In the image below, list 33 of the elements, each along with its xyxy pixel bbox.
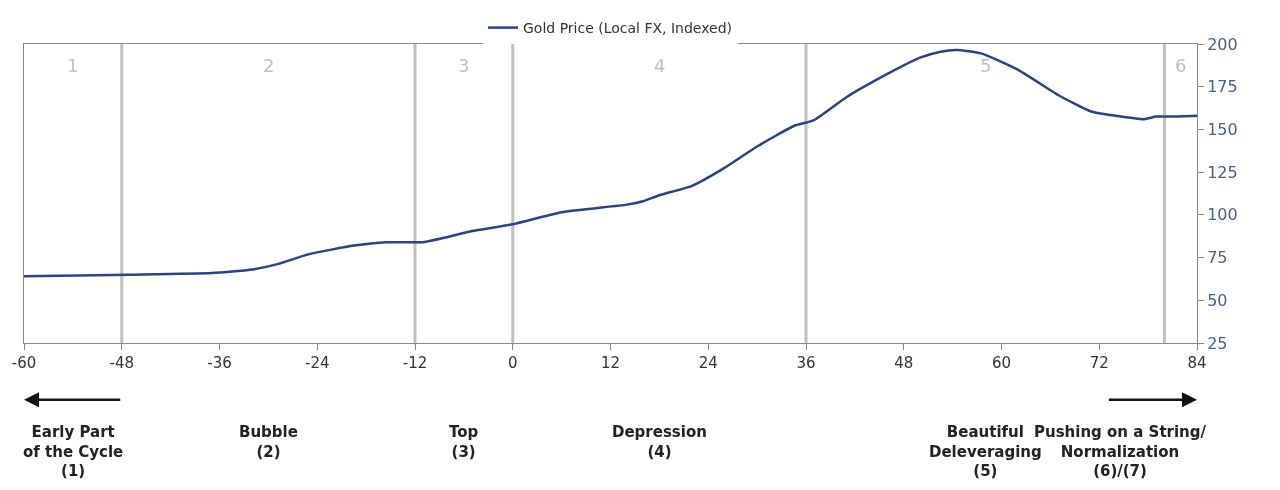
x-tick-label: 84 bbox=[1187, 354, 1207, 372]
x-tick-label: 48 bbox=[894, 354, 914, 372]
annotation: 5 bbox=[980, 55, 992, 76]
legend-label: Gold Price (Local FX, Indexed) bbox=[523, 20, 733, 37]
x-tick-label: 24 bbox=[698, 354, 718, 372]
text: Depression (4) bbox=[612, 423, 707, 461]
annotation: 6 bbox=[1175, 55, 1187, 76]
x-tick-label: -60 bbox=[11, 354, 37, 372]
x-tick-label: 72 bbox=[1089, 354, 1109, 372]
text: Early Part of the Cycle (1) bbox=[23, 423, 124, 480]
x-tick-label: -12 bbox=[402, 354, 428, 372]
text: Top (3) bbox=[449, 423, 479, 461]
y-tick-label: 175 bbox=[1207, 77, 1238, 97]
y-tick-label: 150 bbox=[1207, 120, 1238, 140]
x-tick-label: -48 bbox=[109, 354, 134, 372]
y-tick-label: 200 bbox=[1207, 34, 1238, 54]
x-tick-label: -36 bbox=[207, 354, 232, 372]
y-tick-label: 75 bbox=[1207, 248, 1228, 268]
x-tick-label: 0 bbox=[507, 354, 518, 372]
annotation: 1 bbox=[67, 55, 79, 76]
y-tick-label: 25 bbox=[1207, 333, 1228, 353]
line-series bbox=[24, 48, 1197, 278]
text: Bubble (2) bbox=[239, 423, 298, 461]
annotation: 2 bbox=[263, 55, 275, 76]
annotation: 3 bbox=[458, 55, 470, 76]
y-tick-label: 100 bbox=[1207, 205, 1238, 225]
x-tick-label: 36 bbox=[796, 354, 816, 372]
x-tick-label: 60 bbox=[991, 354, 1012, 372]
y-tick-label: 125 bbox=[1207, 162, 1238, 182]
x-tick-label: 12 bbox=[600, 354, 621, 372]
annotation: 4 bbox=[654, 55, 666, 76]
x-tick-label: -24 bbox=[305, 354, 330, 372]
y-tick-label: 50 bbox=[1207, 290, 1228, 310]
